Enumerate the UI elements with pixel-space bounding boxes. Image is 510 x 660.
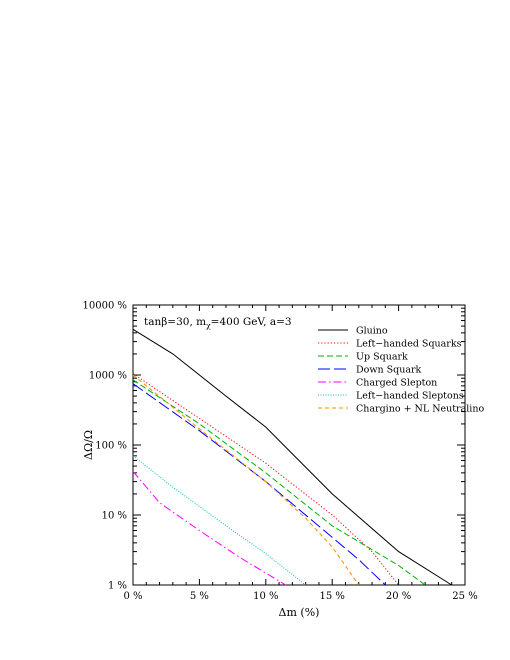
x-axis-label: Δm (%) xyxy=(279,606,320,619)
series-line-4 xyxy=(132,471,286,586)
legend-label-6: Chargino + NL Neutralino xyxy=(356,404,484,415)
x-tick-label: 15 % xyxy=(319,591,344,602)
y-tick-label: 1 % xyxy=(108,581,127,592)
x-tick-label: 25 % xyxy=(452,591,477,602)
series-line-3 xyxy=(132,383,386,586)
y-tick-label: 100 % xyxy=(95,441,127,452)
y-tick-label: 1000 % xyxy=(89,371,127,382)
legend-label-1: Left−handed Squarks xyxy=(356,339,462,350)
x-tick-label: 20 % xyxy=(386,591,411,602)
series-line-1 xyxy=(132,373,399,586)
series-layer xyxy=(132,328,452,586)
y-axis: 1 % 10 % 100 % 1000 % 10000 % xyxy=(83,301,465,592)
y-axis-label: ΔΩ/Ω xyxy=(82,430,95,460)
x-axis: 0 % 5 % 10 % 15 % 20 % 25 % xyxy=(123,305,478,602)
legend-label-4: Charged Slepton xyxy=(356,378,437,389)
y-tick-label: 10000 % xyxy=(83,301,128,312)
series-line-2 xyxy=(132,379,426,586)
series-line-6 xyxy=(132,374,360,586)
x-tick-label: 10 % xyxy=(253,591,278,602)
legend-label-2: Up Squark xyxy=(356,352,408,363)
series-line-0 xyxy=(132,328,452,586)
annotation: tanβ=30, mχ=400 GeV, a=3 xyxy=(144,316,292,330)
x-tick-label: 0 % xyxy=(123,591,142,602)
legend-label-3: Down Squark xyxy=(356,365,422,376)
annotation-suffix: =400 GeV, a=3 xyxy=(211,316,292,328)
legend-label-5: Left−handed Sleptons xyxy=(356,391,464,402)
series-line-5 xyxy=(132,455,306,586)
y-tick-label: 10 % xyxy=(102,511,127,522)
annotation-subscript: χ xyxy=(206,321,211,330)
legend: Gluino Left−handed Squarks Up Squark Down S… xyxy=(318,326,484,415)
annotation-prefix: tanβ=30, m xyxy=(144,316,206,328)
x-tick-label: 5 % xyxy=(190,591,209,602)
legend-label-0: Gluino xyxy=(356,326,388,337)
